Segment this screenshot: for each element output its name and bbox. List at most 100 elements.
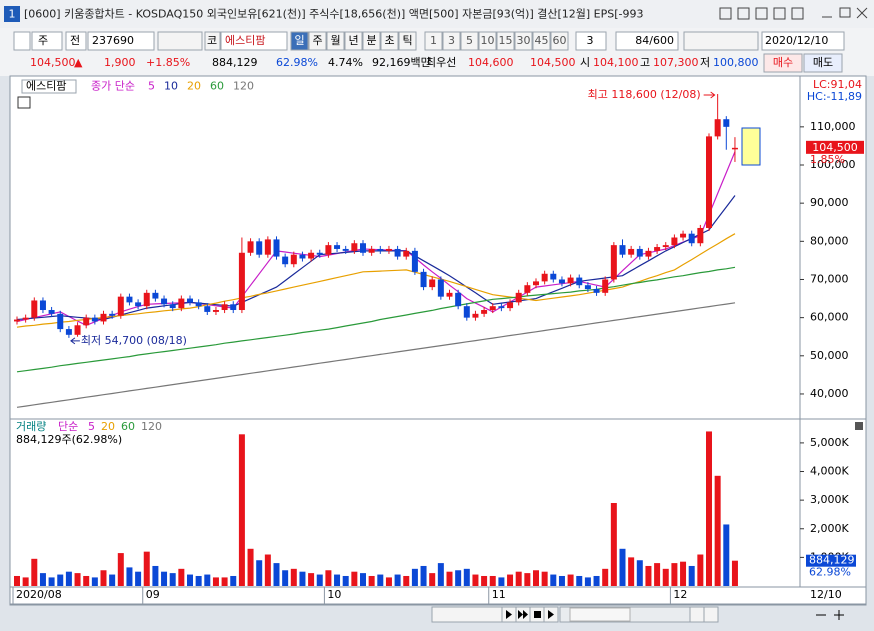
y-tick-label: 3,000K bbox=[810, 493, 849, 506]
close-icon[interactable] bbox=[855, 422, 863, 430]
volume-bar bbox=[385, 577, 392, 586]
volume-legend: 120 bbox=[141, 420, 162, 433]
buy: 매수 bbox=[773, 56, 793, 69]
interval-btn[interactable] bbox=[398, 31, 417, 51]
minute-btn[interactable] bbox=[550, 31, 569, 51]
interval-btn[interactable] bbox=[380, 31, 399, 51]
volume-bar bbox=[420, 565, 427, 586]
lc-label: LC:91,04 bbox=[813, 78, 862, 91]
minute-btn[interactable] bbox=[460, 31, 479, 51]
minute: 3 bbox=[448, 34, 455, 47]
volume-bar bbox=[351, 571, 358, 586]
candle-body bbox=[628, 248, 635, 255]
code: 237690 bbox=[92, 34, 134, 47]
market-btn[interactable] bbox=[204, 31, 221, 51]
interval-btn[interactable] bbox=[326, 31, 345, 51]
candle-body bbox=[360, 243, 366, 253]
y-tick-label: 2,000K bbox=[810, 522, 849, 535]
volume-bar bbox=[636, 560, 643, 586]
x-tick-label: 12/10 bbox=[810, 588, 842, 601]
volume-bar bbox=[135, 571, 142, 586]
volume-bar bbox=[299, 571, 306, 586]
quote-price: 104,500 bbox=[30, 56, 76, 69]
candle-body bbox=[273, 239, 280, 257]
moving-average bbox=[16, 266, 736, 373]
candle-body bbox=[541, 273, 548, 282]
code-input[interactable] bbox=[87, 31, 155, 51]
legend-title-box[interactable] bbox=[21, 79, 77, 94]
interval-btn[interactable] bbox=[362, 31, 381, 51]
volume-bar bbox=[308, 573, 315, 586]
candle-body bbox=[688, 233, 695, 244]
candle-body bbox=[645, 250, 652, 257]
search-btn[interactable] bbox=[157, 31, 203, 51]
volume-bar bbox=[472, 574, 479, 586]
candle-body bbox=[238, 252, 245, 311]
volume-bar bbox=[411, 568, 418, 586]
candle-body bbox=[706, 136, 712, 228]
grid-icon[interactable] bbox=[17, 96, 31, 109]
volume-bar bbox=[619, 548, 626, 586]
minute-btn[interactable] bbox=[496, 31, 515, 51]
candle-body bbox=[576, 277, 583, 286]
candle-body bbox=[195, 302, 202, 307]
candle-body bbox=[135, 302, 142, 307]
period-select[interactable] bbox=[31, 31, 63, 51]
legend-entry: 10 bbox=[164, 80, 178, 93]
step-select[interactable] bbox=[575, 31, 607, 51]
date-input[interactable] bbox=[761, 31, 845, 51]
candle-body bbox=[593, 289, 600, 293]
interval-btn[interactable] bbox=[308, 31, 327, 51]
toolbar-icon[interactable] bbox=[13, 31, 31, 51]
price-tag-change: 1.85% bbox=[810, 153, 845, 166]
minute-btn[interactable] bbox=[514, 31, 533, 51]
candle-body bbox=[117, 296, 124, 316]
volume-bar bbox=[524, 573, 531, 586]
volume-bar bbox=[48, 577, 55, 586]
tool-icons[interactable] bbox=[683, 31, 759, 51]
window-buttons[interactable] bbox=[719, 7, 868, 20]
highlight-box bbox=[741, 127, 761, 166]
candle-body bbox=[91, 317, 98, 322]
high-arrow bbox=[703, 91, 716, 99]
quote-bid: 104,500 bbox=[530, 56, 576, 69]
candle-body bbox=[221, 304, 228, 311]
candle-body bbox=[308, 252, 315, 259]
candle-body bbox=[636, 248, 643, 257]
volume-bar bbox=[377, 574, 384, 586]
y-tick-label: 40,000 bbox=[810, 387, 849, 400]
interval-btn[interactable] bbox=[344, 31, 363, 51]
scrollbar[interactable] bbox=[431, 606, 844, 623]
volume-bar bbox=[247, 548, 254, 586]
volume-legend: 60 bbox=[121, 420, 135, 433]
minute-btn[interactable] bbox=[532, 31, 551, 51]
name-input[interactable] bbox=[220, 31, 288, 51]
mode-select[interactable] bbox=[65, 31, 87, 51]
volume-bar bbox=[498, 577, 505, 586]
volume-bar bbox=[256, 560, 263, 586]
volume-bar bbox=[273, 563, 280, 586]
candle-body bbox=[368, 248, 375, 253]
volume-bar bbox=[429, 573, 436, 586]
candle-body bbox=[65, 329, 72, 335]
volume-bar bbox=[507, 574, 514, 586]
candle-body bbox=[143, 292, 150, 307]
moving-average bbox=[16, 302, 736, 408]
sell-btn[interactable] bbox=[803, 53, 843, 73]
ma-label: 종가 단순 bbox=[91, 80, 135, 93]
candle-body bbox=[507, 302, 514, 309]
volume-bar bbox=[463, 568, 470, 586]
minute-btn[interactable] bbox=[442, 31, 461, 51]
buy-btn[interactable] bbox=[763, 53, 803, 73]
minute-btn[interactable] bbox=[478, 31, 497, 51]
volume-bar bbox=[57, 574, 64, 586]
interval-btn[interactable] bbox=[290, 31, 309, 51]
quote-amount: 92,169백만 bbox=[372, 56, 431, 69]
candle-body bbox=[351, 243, 358, 251]
minute-btn[interactable] bbox=[424, 31, 443, 51]
badge-bg bbox=[4, 6, 20, 22]
candle-body bbox=[48, 310, 55, 314]
candle-body bbox=[325, 245, 332, 255]
candle-body bbox=[377, 248, 384, 251]
